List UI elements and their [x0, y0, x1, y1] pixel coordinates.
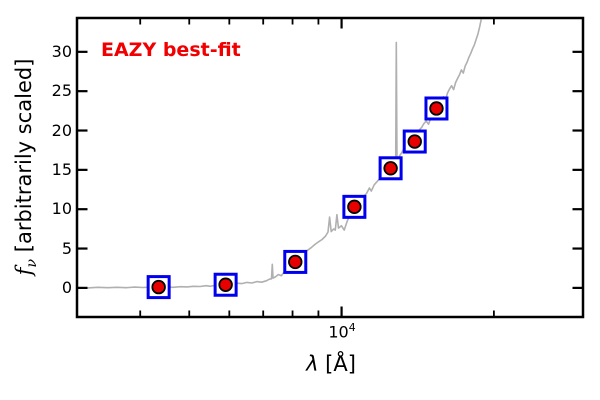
marker-circle [151, 279, 166, 295]
photometry-marker [424, 96, 449, 121]
marker-circle [218, 277, 233, 292]
y-tick-label-5: 5 [61, 238, 72, 258]
y-tick-label-25: 25 [51, 81, 72, 101]
nu-subscript: ν [24, 258, 41, 268]
photometry-marker [378, 156, 403, 181]
y-tick-label-30: 30 [51, 41, 72, 61]
lambda-symbol: λ [306, 352, 319, 376]
axes-frame [75, 16, 585, 319]
marker-circle [288, 254, 303, 270]
photometry-marker [342, 194, 367, 219]
photometry-marker [146, 275, 171, 300]
x-axis-label: λ [Å] [306, 352, 356, 376]
marker-circle [407, 134, 422, 149]
x-tick-label-10e4: 104 [328, 321, 355, 341]
best-fit-annotation: EAZY best-fit [101, 39, 241, 61]
x-tick-base: 10 [328, 322, 349, 342]
photometry-marker [402, 129, 427, 154]
x-axis-label-unit: [Å] [318, 352, 356, 376]
y-tick-label-10: 10 [51, 199, 72, 219]
marker-circle [347, 199, 362, 215]
photometry-marker [283, 249, 308, 274]
x-tick-exponent: 4 [348, 321, 356, 334]
photometry-marker [213, 272, 238, 297]
y-tick-label-20: 20 [51, 120, 72, 140]
f-symbol: f [11, 267, 36, 276]
y-tick-label-15: 15 [51, 159, 72, 179]
marker-circle [429, 101, 444, 116]
y-tick-label-0: 0 [61, 277, 72, 297]
marker-circle [383, 161, 398, 176]
